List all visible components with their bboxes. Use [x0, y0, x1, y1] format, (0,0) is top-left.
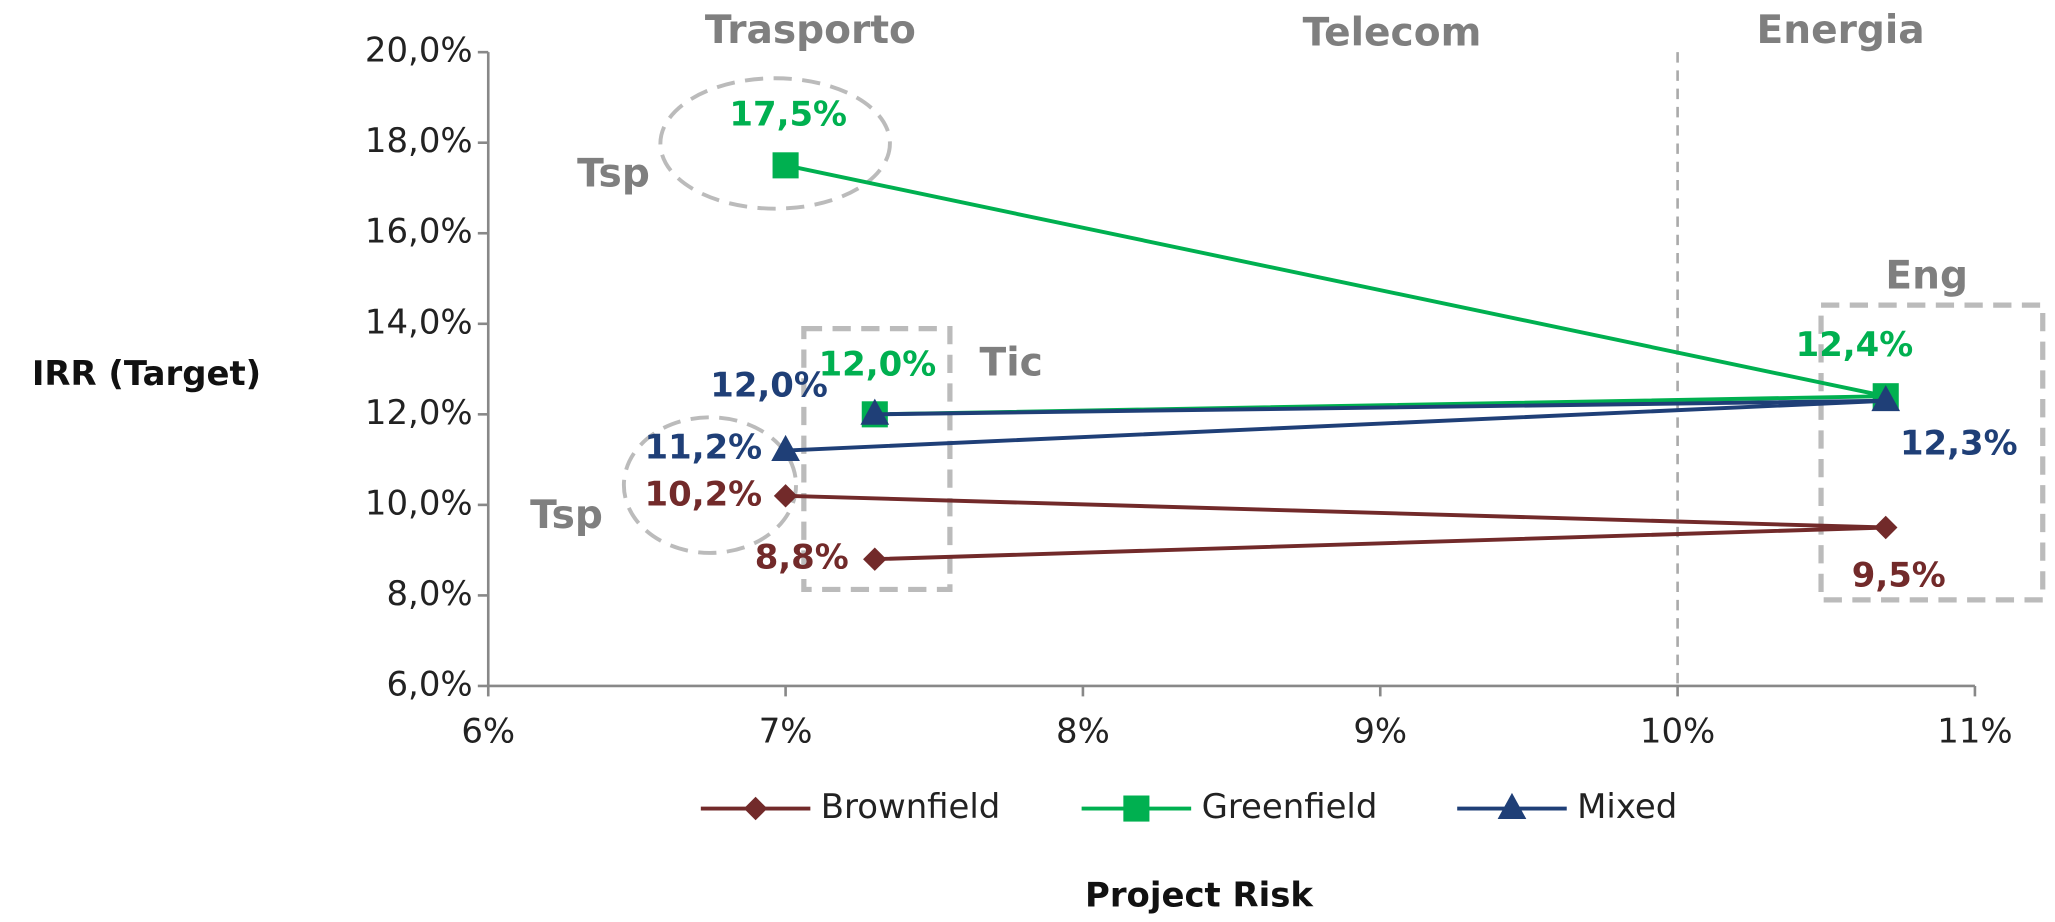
data-label: 10,2%	[645, 474, 763, 513]
legend-marker	[1497, 792, 1527, 819]
data-label: 17,5%	[729, 94, 847, 133]
data-label: 11,2%	[645, 428, 763, 467]
data-point	[1873, 515, 1898, 540]
legend-marker	[1123, 795, 1150, 822]
annotation: Trasporto	[705, 8, 916, 53]
annotation: Telecom	[1303, 11, 1482, 56]
data-point	[863, 547, 887, 571]
y-tick-label: 6,0%	[386, 664, 472, 703]
data-label: 12,0%	[819, 345, 937, 384]
legend-marker	[743, 796, 768, 821]
x-tick-label: 8%	[1056, 711, 1110, 750]
y-tick-label: 8,0%	[386, 574, 472, 613]
data-point	[860, 398, 890, 425]
data-point	[772, 152, 799, 179]
x-tick-label: 6%	[461, 711, 515, 750]
data-label: 12,0%	[710, 365, 828, 404]
y-tick-label: 14,0%	[365, 302, 473, 341]
x-tick-label: 9%	[1353, 711, 1407, 750]
data-label: 8,8%	[755, 538, 849, 577]
highlight-circle	[621, 415, 798, 555]
y-tick-label: 20,0%	[365, 31, 473, 70]
annotation: Tic	[980, 341, 1043, 386]
annotation: Tsp	[530, 493, 603, 538]
data-point	[771, 434, 800, 461]
y-tick-label: 18,0%	[365, 121, 473, 160]
x-tick-label: 10%	[1640, 711, 1715, 750]
x-tick-label: 7%	[759, 711, 813, 750]
annotation: Eng	[1885, 253, 1968, 298]
legend-label: Greenfield	[1202, 787, 1378, 826]
data-label: 12,4%	[1796, 325, 1914, 364]
y-tick-label: 10,0%	[365, 483, 473, 522]
data-label: 12,3%	[1900, 424, 2018, 463]
data-label: 9,5%	[1852, 556, 1946, 595]
y-tick-label: 16,0%	[365, 212, 473, 251]
annotation: Tsp	[577, 152, 650, 197]
legend-label: Mixed	[1577, 787, 1677, 826]
series-line	[785, 163, 1887, 417]
legend-label: Brownfield	[821, 787, 1001, 826]
x-tick-label: 11%	[1937, 711, 2012, 750]
x-axis-title: Project Risk	[1085, 876, 1314, 915]
highlight-circle	[658, 76, 892, 211]
data-point	[773, 484, 798, 508]
data-point	[1871, 385, 1901, 412]
highlight-box	[801, 326, 953, 593]
y-tick-label: 12,0%	[365, 393, 473, 432]
annotation: Energia	[1757, 8, 1925, 53]
y-axis-title: IRR (Target)	[32, 354, 261, 393]
